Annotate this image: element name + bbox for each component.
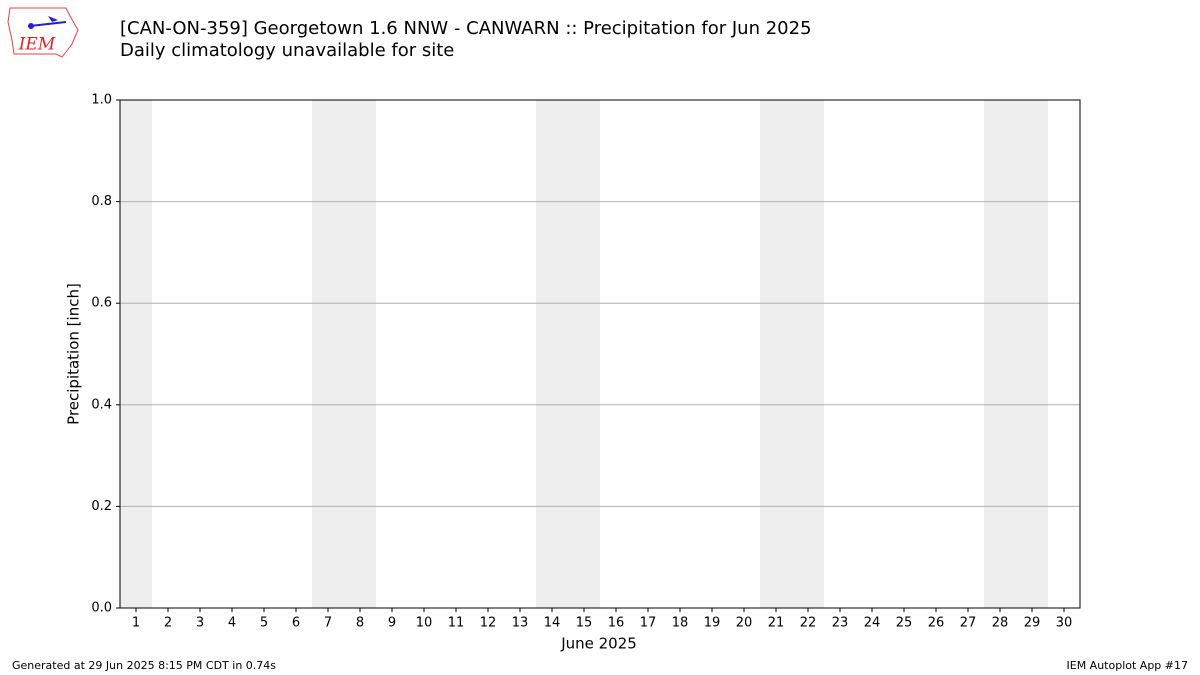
x-tick-label: 2 — [164, 616, 172, 631]
x-tick-label: 8 — [356, 616, 364, 631]
x-tick-label: 10 — [416, 616, 433, 631]
x-tick-label: 28 — [992, 616, 1009, 631]
x-tick-label: 1 — [132, 616, 140, 631]
plot-area: 0.00.20.40.60.81.01 2 3 4 5 6 7 8 9 10 11 12 13 14 15 1… — [91, 93, 1081, 631]
chart-title: [CAN-ON-359] Georgetown 1.6 NNW - CANWAR… — [120, 18, 812, 39]
y-tick-label: 0.6 — [91, 296, 112, 311]
x-tick-label: 12 — [480, 616, 497, 631]
x-tick-label: 30 — [1056, 616, 1073, 631]
x-axis-label: June 2025 — [560, 635, 637, 653]
x-tick-label: 3 — [196, 616, 204, 631]
x-tick-label: 18 — [672, 616, 689, 631]
logo: IEM — [7, 7, 79, 58]
y-tick-label: 0.2 — [91, 499, 112, 514]
x-tick-label: 15 — [576, 616, 593, 631]
x-tick-label: 5 — [260, 616, 268, 631]
x-tick-label: 4 — [228, 616, 236, 631]
x-tick-label: 13 — [512, 616, 529, 631]
x-tick-label: 22 — [800, 616, 817, 631]
x-tick-label: 9 — [388, 616, 396, 631]
x-tick-label: 20 — [736, 616, 753, 631]
x-tick-label: 17 — [640, 616, 657, 631]
x-tick-label: 25 — [896, 616, 913, 631]
weekend-shade — [312, 100, 376, 608]
chart-subtitle: Daily climatology unavailable for site — [120, 40, 454, 61]
footer-left: Generated at 29 Jun 2025 8:15 PM CDT in … — [12, 659, 276, 672]
y-tick-label: 0.8 — [91, 194, 112, 209]
x-tick-label: 7 — [324, 616, 332, 631]
footer-right: IEM Autoplot App #17 — [1067, 659, 1189, 672]
weekend-shade — [984, 100, 1048, 608]
weekend-shade — [536, 100, 600, 608]
y-tick-label: 0.4 — [91, 397, 112, 412]
logo-text: IEM — [18, 35, 56, 55]
y-axis-label: Precipitation [inch] — [65, 283, 83, 425]
x-tick-label: 29 — [1024, 616, 1041, 631]
x-tick-label: 11 — [448, 616, 465, 631]
y-tick-label: 1.0 — [91, 93, 112, 108]
weekend-shade — [120, 100, 152, 608]
y-tick-label: 0.0 — [91, 601, 112, 616]
x-tick-label: 23 — [832, 616, 849, 631]
x-tick-label: 26 — [928, 616, 945, 631]
plot-frame — [119, 99, 1081, 609]
x-tick-label: 6 — [292, 616, 300, 631]
x-tick-label: 24 — [864, 616, 881, 631]
x-tick-label: 19 — [704, 616, 721, 631]
weekend-shade — [760, 100, 824, 608]
x-tick-label: 14 — [544, 616, 561, 631]
x-tick-label: 16 — [608, 616, 625, 631]
x-tick-label: 21 — [768, 616, 785, 631]
x-tick-label: 27 — [960, 616, 977, 631]
